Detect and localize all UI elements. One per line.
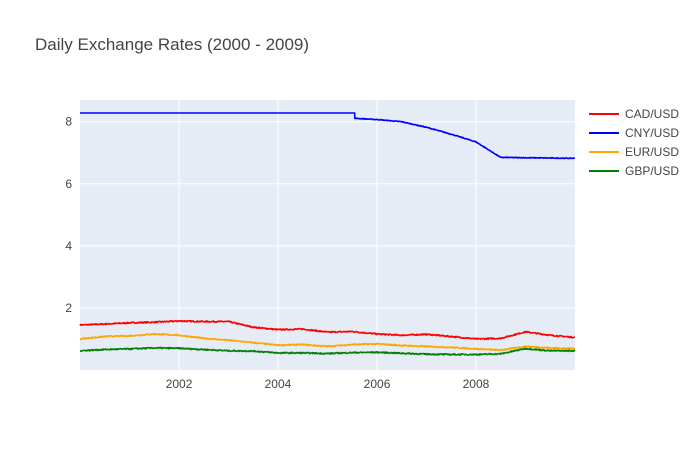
grid-lines (80, 100, 575, 370)
x-tick-label: 2004 (265, 377, 292, 391)
series-lines (79, 112, 576, 356)
chart-title: Daily Exchange Rates (2000 - 2009) (35, 35, 309, 54)
x-tick-label: 2002 (166, 377, 193, 391)
x-tick-label: 2006 (364, 377, 391, 391)
legend-label: GBP/USD (625, 164, 679, 178)
x-tick-label: 2008 (463, 377, 490, 391)
legend-item-eur-usd[interactable]: EUR/USD (589, 145, 679, 159)
x-axis-ticks: 2002 2004 2006 2008 (166, 377, 490, 391)
legend[interactable]: CAD/USD CNY/USD EUR/USD GBP/USD (589, 107, 679, 178)
legend-label: CNY/USD (625, 126, 679, 140)
legend-item-cny-usd[interactable]: CNY/USD (589, 126, 679, 140)
series-line-cny-usd (79, 112, 576, 160)
y-axis-ticks: 2 4 6 8 (65, 115, 72, 315)
series-line-cad-usd (79, 319, 576, 341)
y-tick-label: 2 (65, 301, 72, 315)
y-tick-label: 6 (65, 177, 72, 191)
legend-item-cad-usd[interactable]: CAD/USD (589, 107, 679, 121)
legend-label: CAD/USD (625, 107, 679, 121)
y-tick-label: 4 (65, 239, 72, 253)
plot-area (80, 100, 575, 370)
series-line-gbp-usd (79, 346, 576, 356)
legend-label: EUR/USD (625, 145, 679, 159)
series-line-eur-usd (79, 332, 576, 352)
legend-item-gbp-usd[interactable]: GBP/USD (589, 164, 679, 178)
y-tick-label: 8 (65, 115, 72, 129)
